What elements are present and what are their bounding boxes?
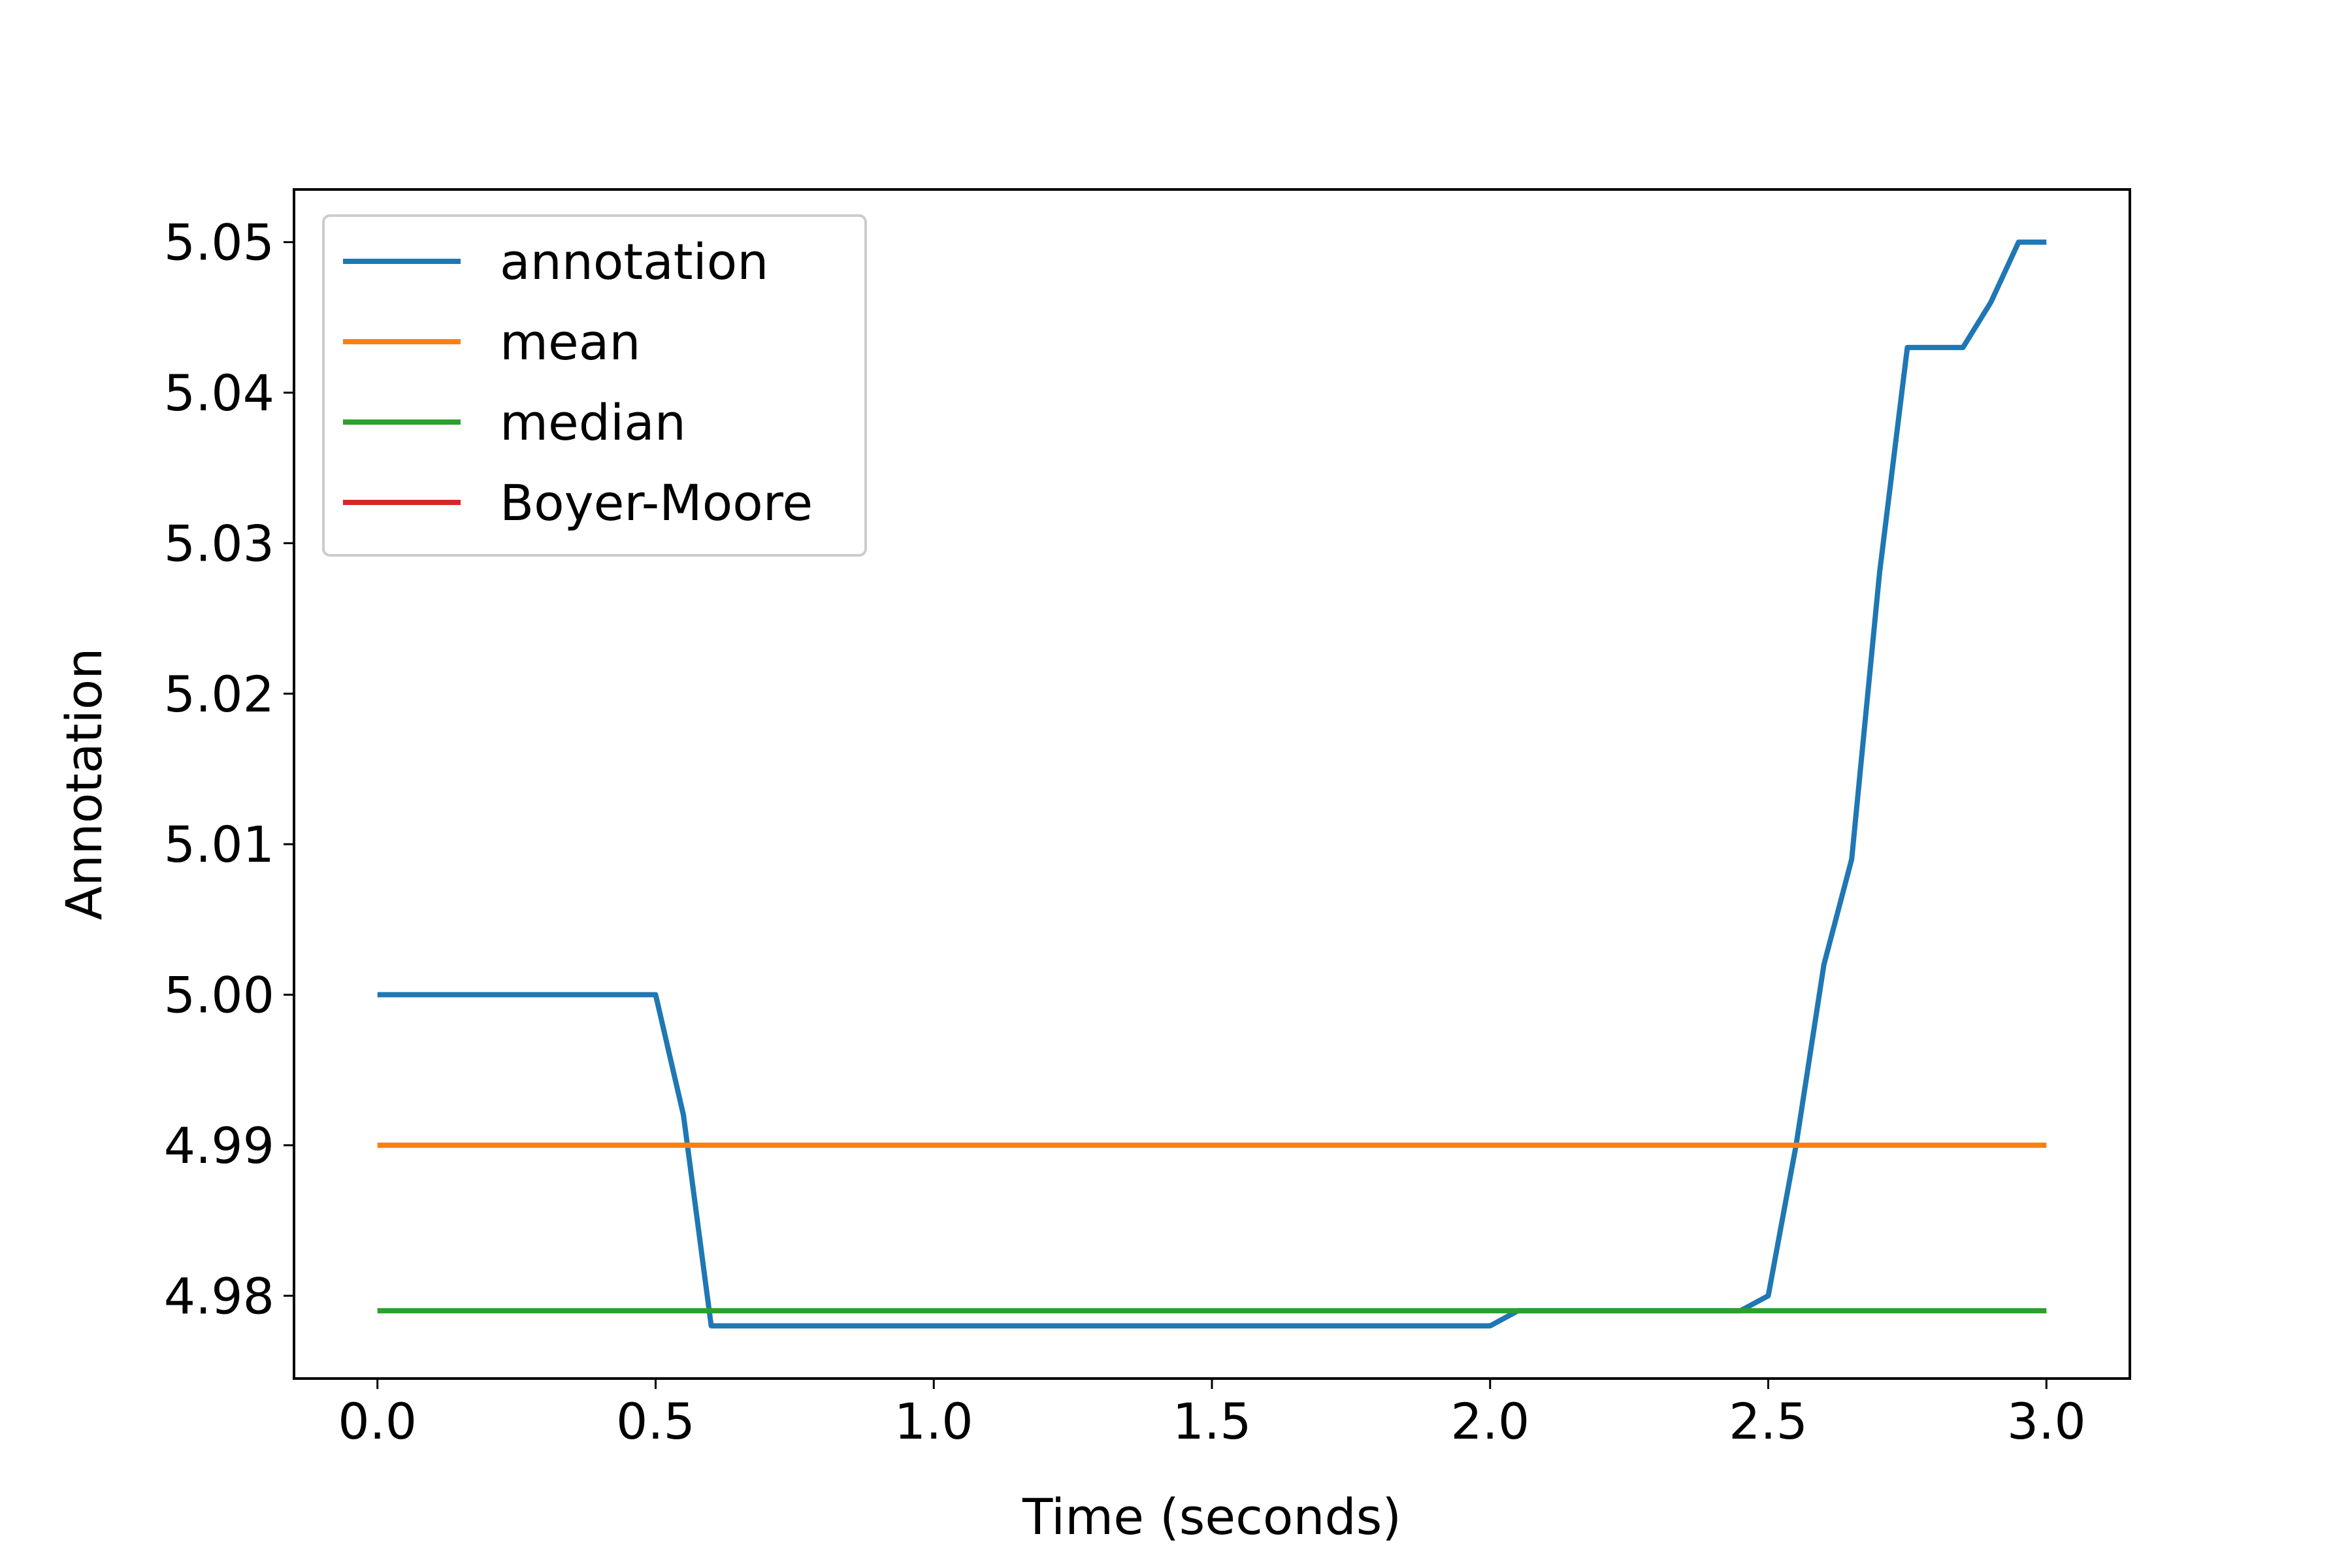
x-tick-label: 1.5 bbox=[1173, 1392, 1252, 1450]
x-tick-label: 1.0 bbox=[894, 1392, 973, 1450]
y-axis-label: Annotation bbox=[55, 648, 113, 921]
y-tick-label: 5.04 bbox=[164, 364, 274, 422]
legend-frame bbox=[322, 214, 867, 557]
series-layer bbox=[377, 239, 2047, 1329]
legend-label: median bbox=[500, 393, 686, 451]
x-tick-label: 2.0 bbox=[1450, 1392, 1529, 1450]
x-tick-label: 3.0 bbox=[2007, 1392, 2086, 1450]
legend-label: Boyer-Moore bbox=[500, 474, 813, 532]
y-tick-label: 5.03 bbox=[164, 514, 274, 572]
x-axis-ticks: 0.0 0.5 1.0 1.5 2.0 2.5 3.0 bbox=[338, 1379, 2086, 1450]
y-tick-label: 4.99 bbox=[164, 1117, 274, 1175]
legend-label: mean bbox=[500, 313, 641, 371]
legend-label: annotation bbox=[500, 233, 768, 291]
legend: annotation mean median Boyer-Moore bbox=[322, 214, 867, 557]
y-tick-label: 5.02 bbox=[164, 665, 274, 723]
y-tick-label: 4.98 bbox=[164, 1267, 274, 1325]
legend-items: annotation mean median Boyer-Moore bbox=[343, 233, 813, 532]
x-axis-label: Time (seconds) bbox=[1022, 1488, 1401, 1546]
x-tick-label: 2.5 bbox=[1729, 1392, 1808, 1450]
x-tick-label: 0.0 bbox=[338, 1392, 417, 1450]
y-tick-label: 5.00 bbox=[164, 966, 274, 1024]
y-axis-ticks: 4.98 4.99 5.00 5.01 5.02 5.03 5.04 5.05 bbox=[164, 214, 294, 1325]
y-tick-label: 5.01 bbox=[164, 815, 274, 874]
x-tick-label: 0.5 bbox=[616, 1392, 695, 1450]
y-tick-label: 5.05 bbox=[164, 214, 274, 272]
